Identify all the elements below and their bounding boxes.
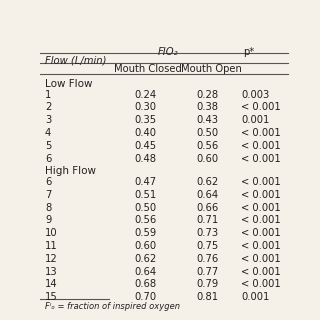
- Text: 0.76: 0.76: [196, 254, 219, 264]
- Text: 0.75: 0.75: [196, 241, 219, 251]
- Text: 0.64: 0.64: [196, 190, 218, 200]
- Text: 0.68: 0.68: [134, 279, 156, 290]
- Text: 0.35: 0.35: [134, 115, 156, 125]
- Text: < 0.001: < 0.001: [241, 102, 281, 112]
- Text: 13: 13: [45, 267, 58, 276]
- Text: < 0.001: < 0.001: [241, 154, 281, 164]
- Text: 6: 6: [45, 154, 51, 164]
- Text: 0.50: 0.50: [196, 128, 218, 138]
- Text: 8: 8: [45, 203, 51, 212]
- Text: 3: 3: [45, 115, 51, 125]
- Text: 0.47: 0.47: [134, 177, 156, 187]
- Text: 0.60: 0.60: [134, 241, 156, 251]
- Text: 0.001: 0.001: [241, 115, 269, 125]
- Text: 0.003: 0.003: [241, 90, 269, 100]
- Text: 0.43: 0.43: [196, 115, 218, 125]
- Text: < 0.001: < 0.001: [241, 228, 281, 238]
- Text: 11: 11: [45, 241, 58, 251]
- Text: 0.70: 0.70: [134, 292, 156, 302]
- Text: 2: 2: [45, 102, 51, 112]
- Text: 0.45: 0.45: [134, 141, 156, 151]
- Text: 0.56: 0.56: [196, 141, 219, 151]
- Text: 0.24: 0.24: [134, 90, 156, 100]
- Text: 1: 1: [45, 90, 51, 100]
- Text: 14: 14: [45, 279, 58, 290]
- Text: Mouth Open: Mouth Open: [181, 64, 242, 74]
- Text: 7: 7: [45, 190, 51, 200]
- Text: FIO₂: FIO₂: [157, 47, 178, 57]
- Text: 0.30: 0.30: [134, 102, 156, 112]
- Text: 9: 9: [45, 215, 51, 225]
- Text: 0.81: 0.81: [196, 292, 218, 302]
- Text: p*: p*: [244, 47, 255, 57]
- Text: 0.56: 0.56: [134, 215, 156, 225]
- Text: 0.66: 0.66: [196, 203, 219, 212]
- Text: Low Flow: Low Flow: [45, 79, 92, 89]
- Text: 0.62: 0.62: [134, 254, 156, 264]
- Text: 0.59: 0.59: [134, 228, 156, 238]
- Text: 4: 4: [45, 128, 51, 138]
- Text: < 0.001: < 0.001: [241, 254, 281, 264]
- Text: 0.38: 0.38: [196, 102, 218, 112]
- Text: < 0.001: < 0.001: [241, 141, 281, 151]
- Text: 6: 6: [45, 177, 51, 187]
- Text: 0.71: 0.71: [196, 215, 219, 225]
- Text: 0.48: 0.48: [134, 154, 156, 164]
- Text: Flow (L/min): Flow (L/min): [45, 56, 107, 66]
- Text: < 0.001: < 0.001: [241, 177, 281, 187]
- Text: Mouth Closed: Mouth Closed: [115, 64, 182, 74]
- Text: 0.40: 0.40: [134, 128, 156, 138]
- Text: High Flow: High Flow: [45, 166, 96, 176]
- Text: < 0.001: < 0.001: [241, 241, 281, 251]
- Text: < 0.001: < 0.001: [241, 267, 281, 276]
- Text: 0.001: 0.001: [241, 292, 269, 302]
- Text: 0.51: 0.51: [134, 190, 156, 200]
- Text: < 0.001: < 0.001: [241, 215, 281, 225]
- Text: 0.50: 0.50: [134, 203, 156, 212]
- Text: 0.28: 0.28: [196, 90, 218, 100]
- Text: < 0.001: < 0.001: [241, 279, 281, 290]
- Text: 0.79: 0.79: [196, 279, 219, 290]
- Text: 0.64: 0.64: [134, 267, 156, 276]
- Text: < 0.001: < 0.001: [241, 128, 281, 138]
- Text: 10: 10: [45, 228, 58, 238]
- Text: 0.60: 0.60: [196, 154, 218, 164]
- Text: 15: 15: [45, 292, 58, 302]
- Text: 5: 5: [45, 141, 51, 151]
- Text: < 0.001: < 0.001: [241, 190, 281, 200]
- Text: 0.77: 0.77: [196, 267, 219, 276]
- Text: < 0.001: < 0.001: [241, 203, 281, 212]
- Text: Fᴵₒ = fraction of inspired oxygen: Fᴵₒ = fraction of inspired oxygen: [45, 302, 180, 311]
- Text: 12: 12: [45, 254, 58, 264]
- Text: 0.62: 0.62: [196, 177, 219, 187]
- Text: 0.73: 0.73: [196, 228, 218, 238]
